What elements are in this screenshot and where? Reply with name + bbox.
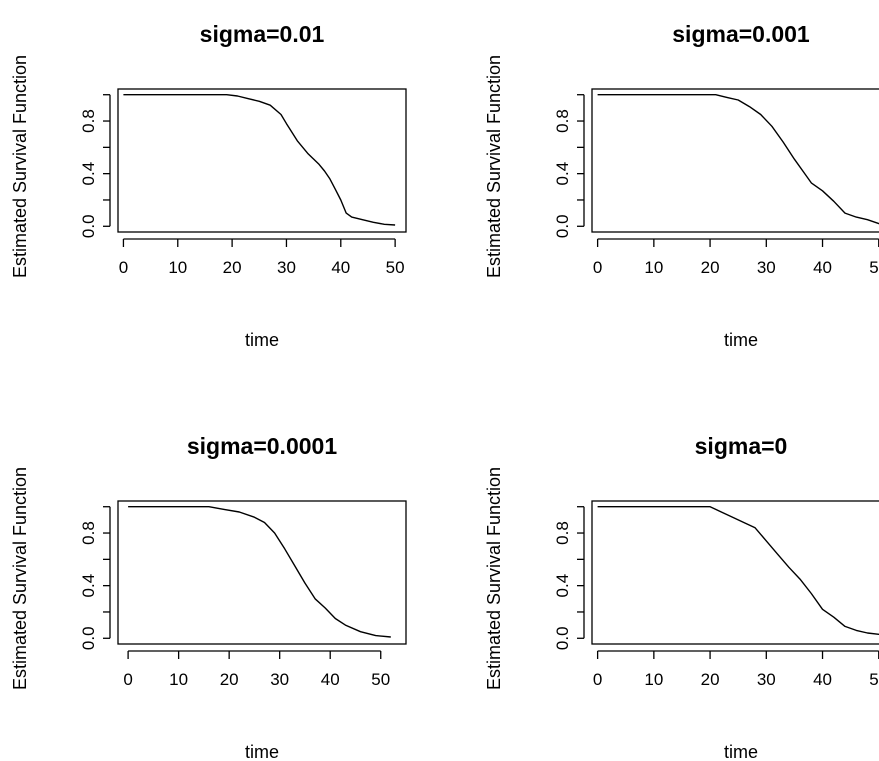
x-tick-label: 50: [371, 670, 390, 689]
y-tick-label: 0.8: [79, 521, 98, 545]
x-tick-label: 0: [123, 670, 132, 689]
x-tick-label: 40: [321, 670, 340, 689]
x-tick-label: 40: [813, 258, 832, 277]
chart-panel-2: sigma=0.001 0 10 20 30 40 50 0.0 0.4 0.8 time Estim…: [484, 21, 879, 350]
y-tick-label: 0.4: [553, 162, 572, 186]
y-axis-label: Estimated Survival Function: [484, 467, 504, 690]
plot-frame: [117, 500, 407, 645]
panel-title: sigma=0.001: [672, 21, 810, 47]
x-tick-label: 50: [869, 258, 879, 277]
plot-frame: [591, 88, 879, 233]
panel-title: sigma=0: [695, 433, 788, 459]
x-axis-label: time: [724, 330, 758, 350]
x-tick-label: 50: [386, 258, 405, 277]
survival-curve-line: [123, 93, 396, 226]
x-tick-label: 10: [644, 670, 663, 689]
x-tick-label: 10: [644, 258, 663, 277]
y-tick-label: 0.0: [79, 214, 98, 238]
x-tick-label: 30: [757, 258, 776, 277]
survival-curve-line: [128, 506, 391, 638]
x-tick-label: 30: [270, 670, 289, 689]
y-axis-label: Estimated Survival Function: [10, 55, 30, 278]
y-tick-label: 0.8: [553, 109, 572, 133]
x-tick-label: 0: [119, 258, 128, 277]
y-axis-label: Estimated Survival Function: [10, 467, 30, 690]
x-tick-label: 20: [223, 258, 242, 277]
y-tick-label: 0.0: [79, 626, 98, 650]
survival-curve-line: [597, 93, 879, 225]
x-tick-label: 20: [220, 670, 239, 689]
plot-frame: [117, 88, 407, 233]
y-tick-label: 0.8: [553, 521, 572, 545]
y-tick-label: 0.0: [553, 626, 572, 650]
survival-curve-line: [597, 506, 879, 636]
x-tick-label: 0: [593, 258, 602, 277]
plot-frame: [591, 500, 879, 645]
y-tick-label: 0.8: [79, 109, 98, 133]
x-axis-label: time: [245, 742, 279, 761]
y-tick-label: 0.4: [79, 574, 98, 598]
panel-title: sigma=0.01: [200, 21, 325, 47]
x-tick-label: 40: [813, 670, 832, 689]
chart-panel-3: sigma=0.0001 0 10 20 30 40 50 0.0 0.4 0.8 time Esti…: [10, 433, 407, 761]
x-tick-label: 10: [168, 258, 187, 277]
panel-title: sigma=0.0001: [187, 433, 337, 459]
y-axis-label: Estimated Survival Function: [484, 55, 504, 278]
y-tick-label: 0.4: [553, 574, 572, 598]
y-tick-label: 0.4: [79, 162, 98, 186]
x-tick-label: 30: [277, 258, 296, 277]
chart-panel-1: sigma=0.01 0 10 20 30 40 50 0.0 0.4 0.8 time Estima…: [10, 21, 407, 350]
x-tick-label: 0: [593, 670, 602, 689]
chart-panel-4: sigma=0 0 10 20 30 40 50 0.0 0.4 0.8 time Estimated…: [484, 433, 879, 761]
x-tick-label: 20: [701, 258, 720, 277]
x-axis-label: time: [245, 330, 279, 350]
x-axis-label: time: [724, 742, 758, 761]
x-tick-label: 10: [169, 670, 188, 689]
x-tick-label: 50: [869, 670, 879, 689]
y-tick-label: 0.0: [553, 214, 572, 238]
x-tick-label: 20: [701, 670, 720, 689]
x-tick-label: 40: [331, 258, 350, 277]
x-tick-label: 30: [757, 670, 776, 689]
